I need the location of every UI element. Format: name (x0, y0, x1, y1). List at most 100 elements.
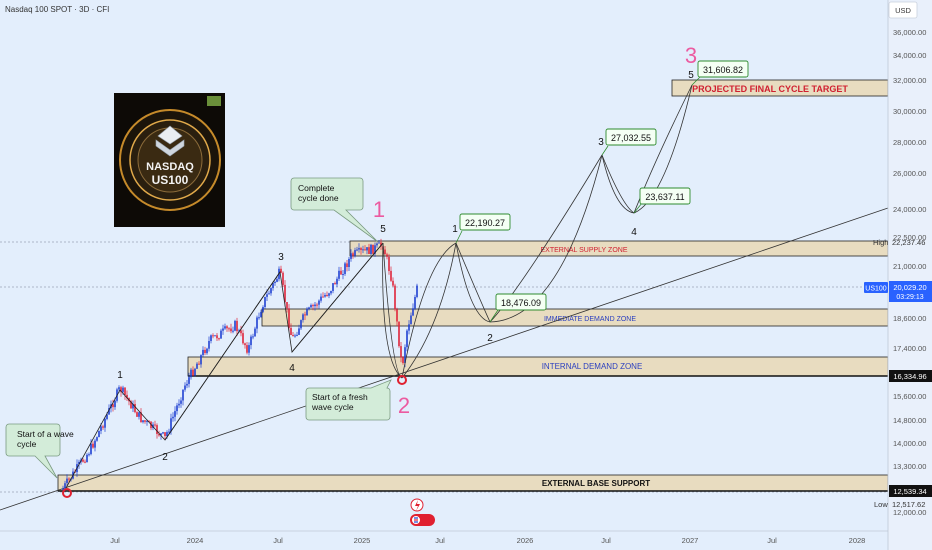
candle-body (398, 321, 400, 347)
wave-label-5: 5 (380, 224, 386, 235)
currency-box[interactable] (888, 1, 918, 19)
candle-body (190, 369, 192, 378)
last-price-marker[interactable]: US100 20,029.20 03:29:13 (864, 281, 932, 302)
annotation-fresh-wave[interactable]: Start of a fresh wave cycle (305, 379, 392, 421)
candle-body (306, 308, 308, 316)
candle-body (400, 346, 402, 358)
internal-demand-label: INTERNAL DEMAND ZONE (542, 362, 643, 371)
candle-body (112, 404, 114, 408)
candle-body (362, 249, 364, 251)
price-tick-label: 32,000.00 (893, 76, 926, 85)
curve-wave-4b (601, 154, 635, 214)
logo-badge (207, 96, 221, 106)
candle-body (220, 330, 222, 339)
candle-body (410, 315, 412, 325)
candle-body (134, 404, 136, 413)
price-tick-label: 22,500.00 (893, 233, 926, 242)
curve-wave-1b (401, 242, 457, 379)
candle-body (138, 412, 140, 417)
callout-p1[interactable]: 22,190.27 (455, 213, 511, 244)
price-tick-label: 12,000.00 (893, 508, 926, 517)
candle-body (88, 454, 90, 456)
candle-body (66, 478, 68, 484)
candle-body (242, 333, 244, 344)
candle-body (114, 400, 116, 408)
annotation-start-wave[interactable]: Start of a wave cycle (5, 423, 74, 479)
candle-body (330, 291, 332, 294)
candle-body (386, 254, 388, 257)
candle-body (210, 335, 212, 341)
candle-body (290, 327, 292, 335)
candle-body (394, 285, 396, 310)
time-tick-label: 2025 (354, 536, 371, 545)
proj-wave-label-4: 4 (631, 227, 637, 238)
candle-body (346, 263, 348, 267)
candle-body (286, 302, 288, 309)
candle-body (118, 387, 120, 390)
candle-body (148, 420, 150, 422)
candle-body (184, 385, 186, 390)
callout-p4-text: 23,637.11 (645, 192, 684, 202)
base-level-marker: 12,539.34 (889, 485, 932, 497)
candle-body (300, 320, 302, 329)
candle-body (396, 309, 398, 322)
candle-body (336, 278, 338, 285)
candle-body (82, 459, 84, 462)
candle-body (136, 412, 138, 417)
wave-label-1: 1 (117, 370, 123, 381)
time-tick-label: Jul (110, 536, 120, 545)
wave-label-4: 4 (289, 363, 295, 374)
callout-p3[interactable]: 27,032.55 (601, 128, 657, 156)
candle-body (380, 242, 382, 247)
annotation-fresh-line1: Start of a fresh (312, 392, 368, 402)
proj-wave-label-1: 1 (452, 224, 458, 235)
candle-body (304, 314, 306, 316)
candle-body (316, 304, 318, 306)
candle-body (264, 296, 266, 307)
candle-body (274, 281, 276, 283)
event-icons[interactable] (410, 498, 435, 526)
curve-wave-2 (455, 242, 491, 323)
candle-body (332, 283, 334, 291)
candle-body (142, 420, 144, 423)
candle-body (192, 369, 194, 376)
base-level-value: 12,539.34 (893, 487, 926, 496)
price-tick-label: 17,400.00 (893, 344, 926, 353)
curve-wave-1 (401, 242, 457, 379)
callout-p4[interactable]: 23,637.11 (633, 187, 691, 214)
callout-p2[interactable]: 18,476.09 (489, 293, 547, 323)
annotation-complete-cycle[interactable]: Complete cycle done (290, 177, 379, 243)
candle-body (260, 311, 262, 318)
price-axis[interactable]: USD 36,000.00 34,000.00 32,000.00 30,000.00… (887, 0, 932, 550)
candle-body (130, 401, 132, 409)
time-tick-label: Jul (601, 536, 611, 545)
symbol-title: Nasdaq 100 SPOT · 3D · CFI (5, 5, 109, 14)
candle-body (288, 308, 290, 328)
candle-body (340, 270, 342, 275)
candle-body (368, 247, 370, 254)
candle-body (160, 433, 162, 436)
candle-body (246, 345, 248, 353)
candle-body (280, 268, 282, 273)
price-tick-label: 30,000.00 (893, 107, 926, 116)
candle-body (302, 314, 304, 321)
candle-body (132, 404, 134, 409)
candle-body (92, 443, 94, 448)
wave-label-2: 2 (162, 452, 168, 463)
candle-body (182, 389, 184, 401)
candle-body (214, 335, 216, 337)
candle-body (390, 270, 392, 281)
external-base-label: EXTERNAL BASE SUPPORT (542, 479, 650, 488)
candle-body (356, 249, 358, 251)
candle-body (406, 330, 408, 348)
price-tick-label: 15,600.00 (893, 392, 926, 401)
candle-body (350, 253, 352, 259)
proj-wave-label-2: 2 (487, 333, 493, 344)
callout-p5[interactable]: 31,606.82 (691, 60, 749, 86)
candle-body (318, 300, 320, 305)
candle-body (354, 250, 356, 256)
time-axis[interactable]: Jul 2024 Jul 2025 Jul 2026 Jul 2027 Jul 2028 (0, 530, 888, 545)
external-base-zone[interactable] (57, 474, 889, 492)
